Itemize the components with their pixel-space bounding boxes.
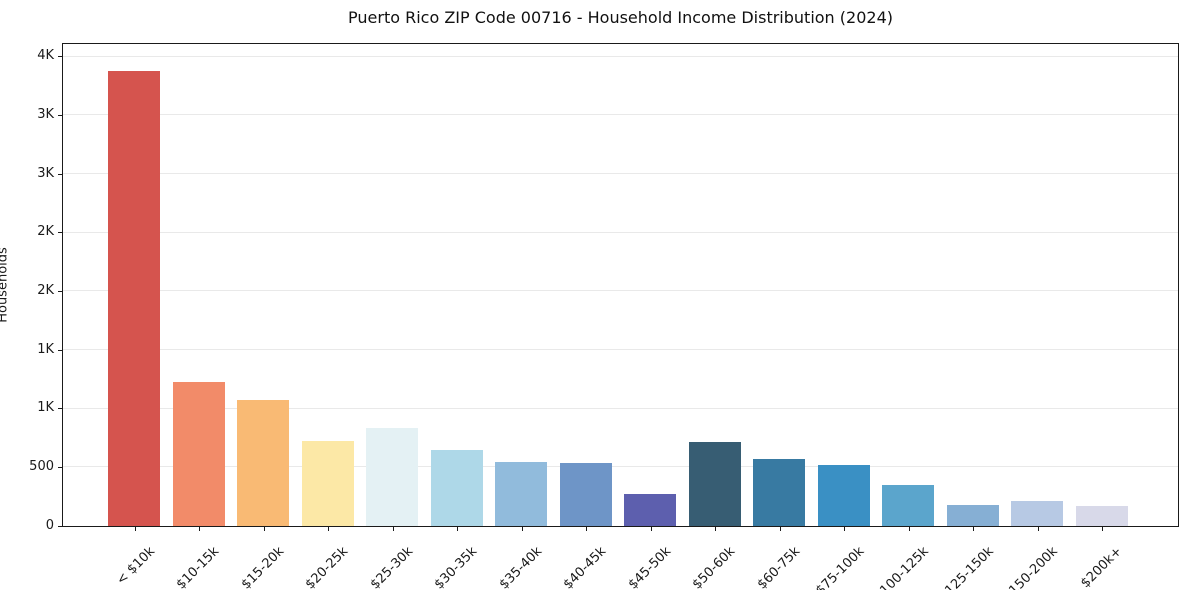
gridline (63, 407, 1178, 409)
bar-5 (430, 449, 483, 526)
x-tick-label-text: < $10k (114, 544, 159, 589)
x-tick-mark (1102, 527, 1103, 531)
y-tick-mark (58, 114, 62, 116)
plot-area (62, 43, 1179, 527)
y-tick-mark (58, 56, 62, 58)
x-tick-mark (650, 527, 652, 531)
x-tick-mark (973, 527, 974, 531)
x-tick-label-text: $15-20k (238, 544, 288, 590)
gridline (63, 114, 1178, 116)
y-tick-label: 3K (37, 106, 54, 122)
y-tick-mark (58, 173, 62, 175)
x-tick-label-text: $45-50k (625, 544, 675, 590)
bar-2 (237, 400, 289, 526)
x-tick-mark (586, 527, 587, 531)
x-tick-label-text: $50-60k (690, 544, 739, 590)
y-tick-mark (58, 525, 62, 527)
bar-12 (882, 484, 934, 526)
y-tick-mark (58, 232, 62, 234)
x-tick-mark (1037, 527, 1039, 531)
y-tick-label: 1K (37, 400, 54, 416)
x-tick-label-text: $30-35k (432, 544, 481, 590)
x-tick-mark (908, 527, 910, 531)
x-tick-mark (134, 527, 136, 531)
y-tick-label: 3K (37, 165, 54, 181)
y-tick-mark (58, 466, 62, 468)
x-tick-mark (263, 527, 265, 531)
x-tick-label-text: $40-45k (561, 544, 610, 590)
x-tick-mark (844, 527, 845, 531)
chart-title: Puerto Rico ZIP Code 00716 - Household I… (348, 8, 893, 27)
bar-13 (946, 505, 999, 526)
y-tick-label: 2K (37, 282, 54, 298)
x-tick-mark (392, 527, 394, 531)
bar-8 (624, 493, 676, 526)
gridline (63, 231, 1178, 233)
bar-6 (495, 462, 547, 526)
bar-4 (366, 428, 418, 526)
bar-1 (172, 382, 225, 526)
bar-11 (817, 465, 870, 526)
x-tick-label-text: $20-25k (303, 544, 352, 590)
bar-10 (753, 459, 805, 526)
x-tick-mark (199, 527, 200, 531)
x-tick-label-text: $35-40k (496, 544, 546, 590)
gridline (63, 349, 1178, 351)
y-tick-label: 0 (45, 517, 54, 533)
y-tick-mark (58, 349, 62, 351)
gridline (63, 466, 1178, 468)
x-tick-mark (779, 527, 781, 531)
bar-9 (688, 442, 741, 526)
x-tick-mark (328, 527, 329, 531)
x-tick-label-text: $10-15k (174, 544, 223, 590)
x-tick-label-text: $75-100k (813, 544, 868, 590)
y-tick-label: 500 (29, 458, 54, 474)
bar-14 (1011, 501, 1063, 526)
x-tick-label-text: $60-75k (754, 544, 804, 590)
x-tick-label-text: $200k+ (1078, 544, 1126, 590)
x-tick-mark (457, 527, 458, 531)
bar-7 (559, 462, 612, 526)
x-tick-label-text: $25-30k (367, 544, 417, 590)
x-tick-mark (521, 527, 523, 531)
bar-3 (301, 440, 354, 526)
x-tick-mark (715, 527, 716, 531)
bar-0 (108, 70, 160, 526)
x-tick-label-text: $125-150k (936, 544, 997, 590)
gridline (63, 290, 1178, 292)
gridline (63, 55, 1178, 57)
gridline (63, 173, 1178, 175)
x-tick-label-text: $150-200k (1000, 544, 1062, 590)
y-tick-label: 2K (37, 224, 54, 240)
y-tick-mark (58, 290, 62, 292)
y-tick-label: 1K (37, 341, 54, 357)
x-tick-label-text: $100-125k (871, 544, 933, 590)
bar-15 (1075, 506, 1128, 526)
y-tick-label: 4K (37, 48, 54, 64)
y-tick-mark (58, 408, 62, 410)
